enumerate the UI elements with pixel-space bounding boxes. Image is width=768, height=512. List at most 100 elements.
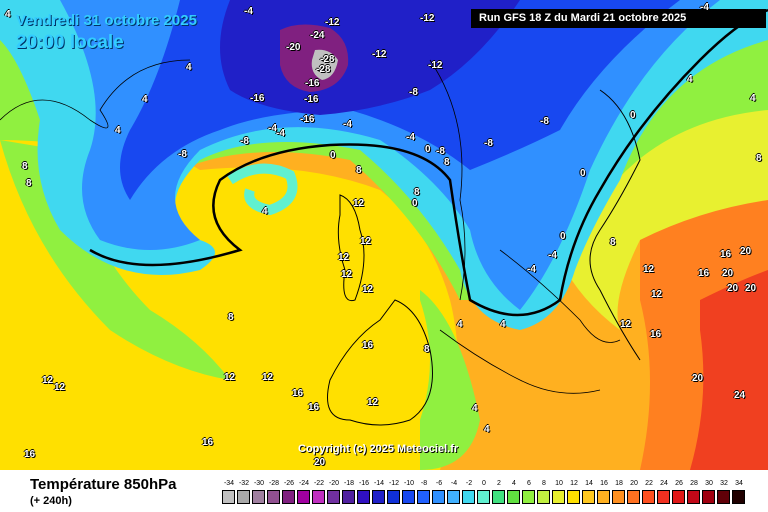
isotherm-value-label: 12 [42, 375, 54, 386]
isotherm-value-label: -16 [304, 94, 319, 105]
isotherm-value-label: -12 [372, 49, 387, 60]
legend-value: 6 [527, 480, 531, 487]
legend-swatch [237, 490, 250, 504]
isotherm-value-label: 4 [472, 403, 478, 414]
isotherm-value-label: -8 [409, 87, 418, 98]
legend-value: 12 [570, 480, 578, 487]
isotherm-value-label: 12 [338, 252, 350, 263]
coldest-center [311, 49, 338, 80]
legend-value: -12 [388, 480, 400, 487]
isotherm-value-label: -28 [316, 64, 331, 75]
isotherm-value-label: 4 [186, 62, 192, 73]
legend-value: -32 [238, 480, 250, 487]
legend-swatch [642, 490, 655, 504]
legend-value: -28 [268, 480, 280, 487]
isotherm-value-label: -4 [406, 132, 415, 143]
legend-value: 14 [585, 480, 593, 487]
isotherm-value-label: 4 [484, 424, 490, 435]
legend-swatch [507, 490, 520, 504]
legend-swatch [567, 490, 580, 504]
temperature-map [0, 0, 768, 470]
forecast-date: Vendredi 31 octobre 2025 [16, 12, 197, 29]
isotherm-value-label: 8 [444, 157, 450, 168]
legend-value: 10 [555, 480, 563, 487]
isotherm-value-label: 20 [727, 283, 739, 294]
legend-value: 8 [542, 480, 546, 487]
legend-swatch [627, 490, 640, 504]
isotherm-value-label: 16 [292, 388, 304, 399]
legend-value: -4 [450, 480, 458, 487]
legend-swatch [657, 490, 670, 504]
legend-value: -2 [465, 480, 473, 487]
yellow-east [560, 100, 768, 330]
legend-value: 20 [630, 480, 638, 487]
isotherm-value-label: 20 [314, 457, 326, 468]
isotherm-value-label: -4 [268, 123, 277, 134]
legend-swatch [402, 490, 415, 504]
isotherm-value-label: 12 [353, 198, 365, 209]
legend-swatch [477, 490, 490, 504]
legend-swatch [717, 490, 730, 504]
forecast-range: (+ 240h) [30, 495, 72, 507]
legend-swatch [387, 490, 400, 504]
legend-swatch [732, 490, 745, 504]
legend-value: -8 [420, 480, 428, 487]
isotherm-value-label: 4 [142, 94, 148, 105]
legend-value: 2 [497, 480, 501, 487]
legend-swatch [447, 490, 460, 504]
legend-value: 26 [675, 480, 683, 487]
legend-value: -24 [298, 480, 310, 487]
isotherm-value-label: 16 [720, 249, 732, 260]
isotherm-value-label: 0 [560, 231, 566, 242]
isotherm-value-label: -8 [484, 138, 493, 149]
isotherm-value-label: 12 [643, 264, 655, 275]
isotherm-value-label: 4 [750, 93, 756, 104]
legend-swatch [297, 490, 310, 504]
isotherm-value-label: 0 [580, 168, 586, 179]
isotherm-value-label: 12 [224, 372, 236, 383]
isotherm-value-label: -4 [527, 264, 536, 275]
legend-swatch [462, 490, 475, 504]
isotherm-value-label: 8 [756, 153, 762, 164]
isotherm-value-label: 4 [262, 206, 268, 217]
isotherm-value-label: -8 [240, 136, 249, 147]
isotherm-value-label: 16 [308, 402, 320, 413]
isotherm-value-label: -12 [325, 17, 340, 28]
isotherm-value-label: 0 [412, 198, 418, 209]
legend-value: -10 [403, 480, 415, 487]
legend-value: 22 [645, 480, 653, 487]
isotherm-value-label: 12 [620, 319, 632, 330]
isotherm-value-label: 12 [341, 269, 353, 280]
legend-value: 28 [690, 480, 698, 487]
isotherm-value-label: 8 [356, 165, 362, 176]
forecast-time: 20:00 locale [16, 32, 124, 53]
isotherm-value-label: -20 [286, 42, 301, 53]
legend-swatch [702, 490, 715, 504]
legend-value: -18 [343, 480, 355, 487]
isotherm-value-label: -24 [310, 30, 325, 41]
legend-value: -14 [373, 480, 385, 487]
legend-value: 0 [482, 480, 486, 487]
isotherm-value-label: 16 [698, 268, 710, 279]
isotherm-value-label: -4 [244, 6, 253, 17]
isotherm-value-label: 12 [367, 397, 379, 408]
borders [0, 59, 621, 394]
isotherm-value-label: 20 [722, 268, 734, 279]
isotherm-value-label: -4 [548, 250, 557, 261]
isotherm-value-label: -8 [436, 146, 445, 157]
isotherm-value-label: 16 [650, 329, 662, 340]
isotherm-value-label: 12 [360, 236, 372, 247]
isotherm-value-label: 8 [414, 187, 420, 198]
map-title: Température 850hPa [30, 476, 177, 493]
isotherm-value-label: 12 [362, 284, 374, 295]
legend-swatch [342, 490, 355, 504]
legend-value: -30 [253, 480, 265, 487]
legend-value: -20 [328, 480, 340, 487]
isotherm-value-label: 4 [115, 125, 121, 136]
isotherm-value-label: -12 [420, 13, 435, 24]
isotherm-value-label: -4 [343, 119, 352, 130]
footer: Température 850hPa (+ 240h) -34 -32 -30 -28… [0, 470, 768, 512]
legend-swatch [492, 490, 505, 504]
low-swirl [227, 163, 298, 216]
copyright-text: Copyright (c) 2025 Meteociel.fr [298, 443, 459, 455]
